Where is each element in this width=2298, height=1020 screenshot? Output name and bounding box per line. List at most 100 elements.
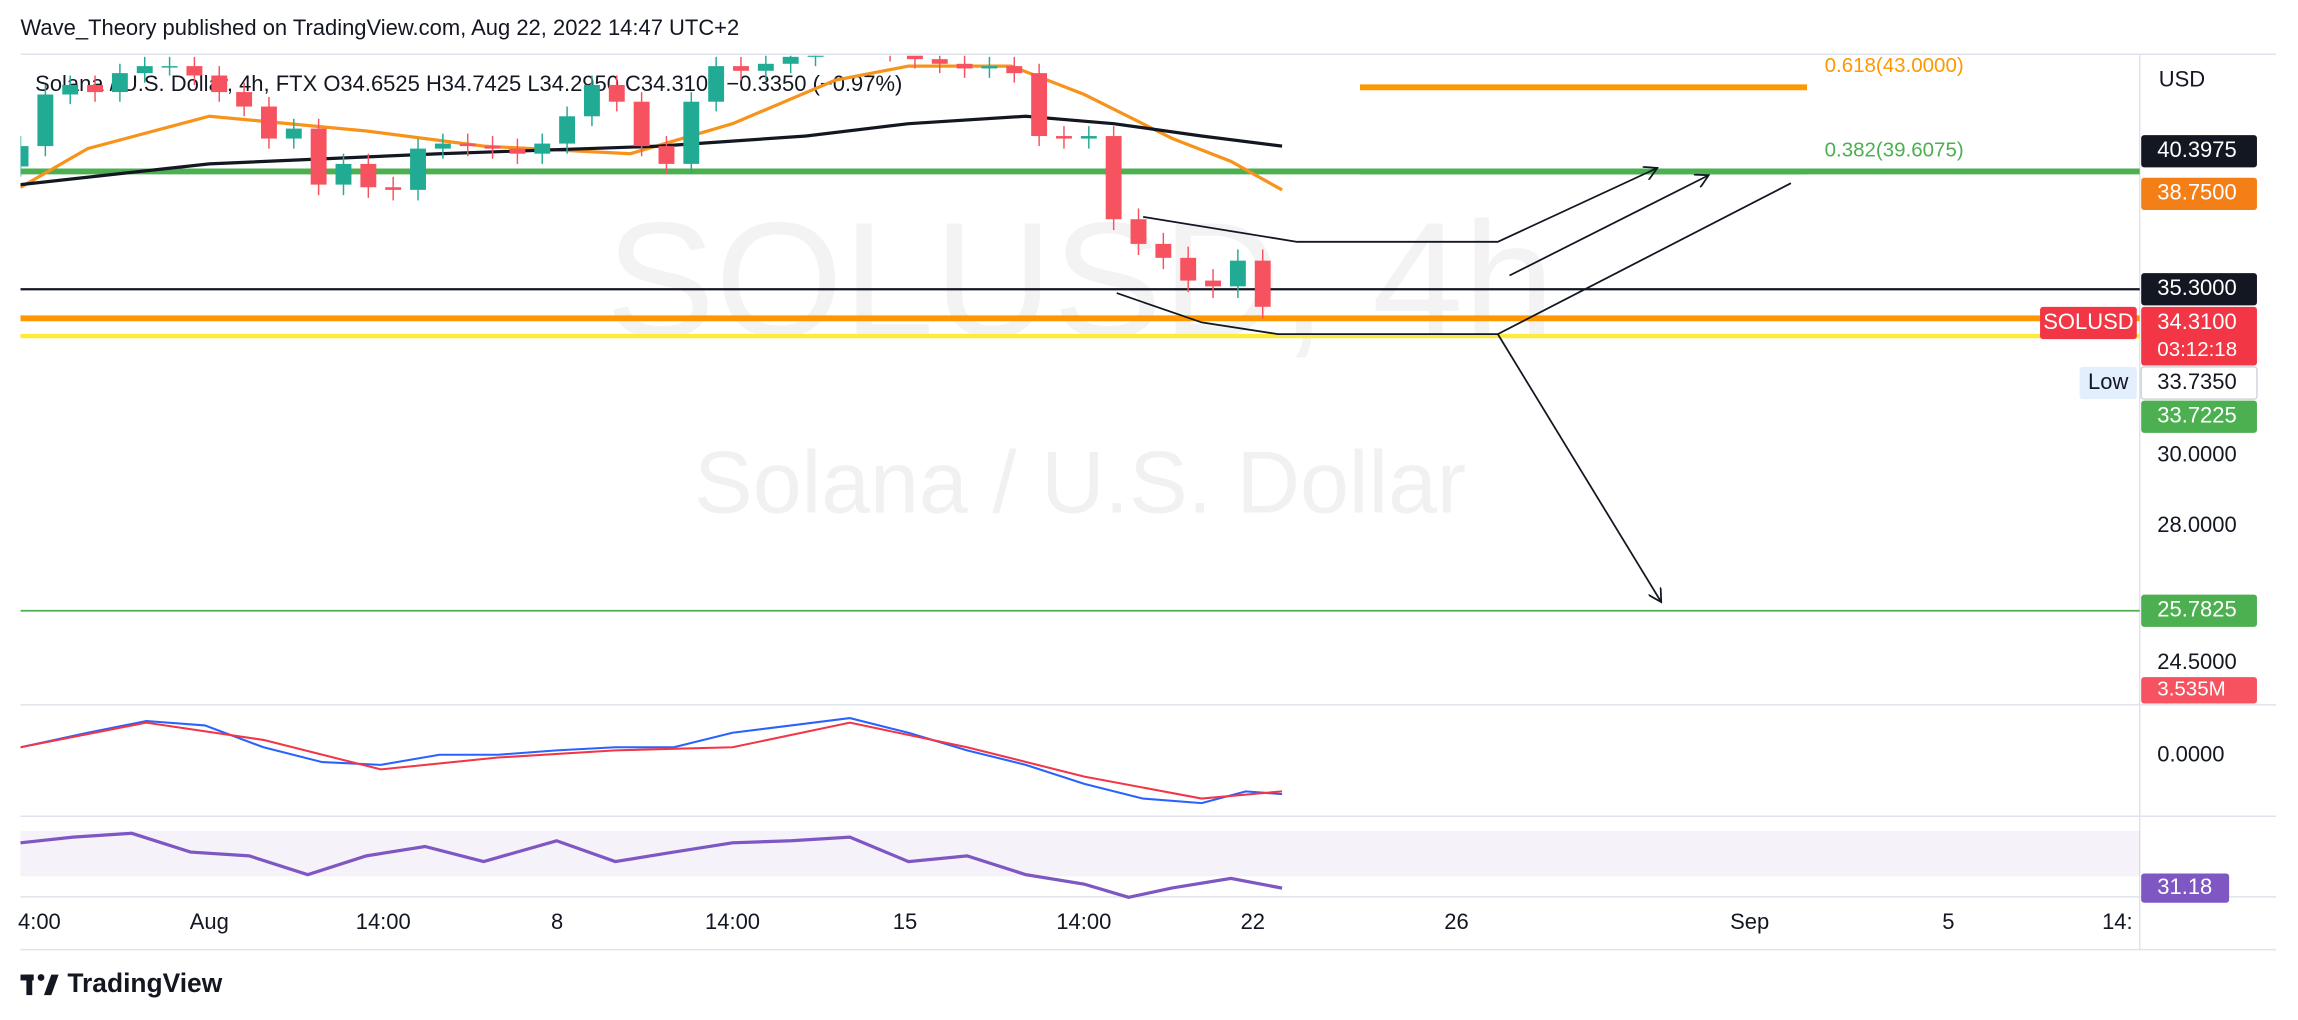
candle-body [1130,219,1147,244]
x-tick-label: 22 [1241,909,1265,934]
price-label-box [2141,273,2257,306]
candle-body [509,148,526,154]
candle-body [906,55,923,60]
x-tick-label: 14:00 [1056,909,1111,934]
candle-body [782,56,799,64]
price-label-box [2141,177,2257,210]
candle-body [1205,280,1221,287]
publish-info: Wave_Theory published on TradingView.com… [21,15,740,40]
price-label: 25.7825 [2157,597,2236,622]
candle-body [1056,136,1072,139]
macd-tick-label: 0.0000 [2157,741,2224,766]
price-label: 35.3000 [2157,275,2236,300]
candle-body [1031,73,1048,137]
x-tick-label: 4:00 [18,909,61,934]
price-label-box [2141,594,2257,627]
candle-body [583,84,600,117]
candle-body [981,66,998,69]
candle-body [285,128,302,139]
price-label: 33.7225 [2157,403,2236,428]
rsi-line [20,831,1283,899]
candle-body [931,59,948,64]
trend-line [1497,333,1661,601]
candle-body [87,84,104,93]
candle-body [1080,136,1097,139]
rsi-band [20,830,2140,877]
candle-body [559,116,576,144]
candle-body [385,187,402,190]
trend-line [1116,182,1792,336]
candle-body [857,41,873,43]
footer-logo [20,974,59,996]
frame [20,53,2277,951]
candle-body [708,66,725,102]
x-tick-label: 15 [893,909,917,934]
candle-body [956,63,973,69]
price-label-box [2141,400,2257,433]
y-tick-label: 28.0000 [2157,512,2236,537]
candle-body [832,36,848,43]
candle-body [136,66,153,74]
logo-part [26,974,33,996]
rsi-label: 31.18 [2157,874,2212,899]
candle-body [211,75,228,93]
candle-body [658,146,675,164]
candle-body [807,55,824,57]
y-tick-label: 24.5000 [2157,649,2236,674]
x-tick-label: 5 [1942,909,1954,934]
candle-body [484,146,501,149]
macd-line [20,717,1283,805]
macd-line [20,721,1283,800]
drawings [1116,169,1792,601]
candle-body [1254,260,1271,307]
candle-body [161,66,178,68]
moving-average [20,114,1283,187]
logo-part [37,974,45,981]
trend-line [1509,176,1708,277]
price-label-box [2141,306,2257,366]
fib-label: 0.618(43.0000) [1825,54,1964,77]
candle-body [757,63,774,71]
candle-body [261,106,277,139]
candle-body [186,66,203,76]
candle-body [733,66,749,71]
candle-body [1105,136,1122,220]
price-label-box [2141,135,2257,168]
candle-body [434,143,451,149]
x-tick-label: 14:00 [356,909,411,934]
candle-body [1155,243,1172,258]
candle-body [360,163,377,188]
candle-body [37,94,54,147]
candle-body [335,163,352,185]
candle-body [459,143,476,147]
candle-body [633,101,650,147]
candle-body [236,92,253,107]
candle-body [310,128,327,185]
candle-body [683,101,700,164]
candle-body [111,73,128,93]
candle-body [534,143,551,154]
candle-body [882,41,898,52]
x-tick-label: Sep [1730,909,1769,934]
candle-body [1229,260,1246,287]
currency: USD [2159,66,2205,91]
price-label: 40.3975 [2157,137,2236,162]
rsi-label-box [2141,873,2230,903]
watermark: SOLUSD, 4h [606,187,1555,371]
price-tag-box [2040,306,2137,340]
x-tick-label: 26 [1444,909,1468,934]
price-label-sub: 03:12:18 [2157,338,2237,361]
x-tick-label: 14: [2102,909,2133,934]
price-tag-box [2079,366,2137,400]
volume-label-box [2141,677,2257,704]
price-tag: Low [2088,369,2128,394]
axis: 30.0000 28.0000 24.5000 4:00 Aug 14:00 8 14:00 1… [18,135,2258,934]
legend-text: Solana / U.S. Dollar, 4h, FTX O34.6525 H… [35,71,902,96]
price-label: 34.3100 [2157,309,2236,334]
footer-brand: TradingView [67,968,222,998]
candle-body [1006,66,1023,74]
volume-label: 3.535M [2157,678,2225,701]
candle-body [608,84,625,102]
candle-body [62,84,79,95]
x-tick-label: 14:00 [705,909,760,934]
